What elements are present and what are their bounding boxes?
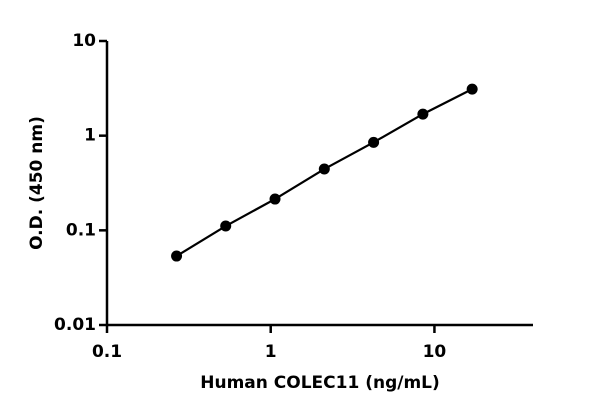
data-point	[368, 136, 380, 148]
data-point	[269, 193, 281, 205]
x-tick-label: 10	[423, 342, 447, 362]
y-tick-label: 0.1	[66, 220, 96, 240]
x-tick-label: 1	[265, 342, 277, 362]
y-tick-label: 0.01	[54, 315, 96, 335]
y-axis-label: O.D. (450 nm)	[27, 116, 47, 250]
data-point	[466, 83, 478, 95]
x-tick-label: 0.1	[92, 342, 122, 362]
data-point	[417, 108, 429, 120]
data-point	[318, 163, 330, 175]
y-tick-label: 1	[84, 126, 96, 146]
data-point	[220, 220, 232, 232]
x-axis-label: Human COLEC11 (ng/mL)	[200, 373, 440, 393]
y-tick-label: 10	[72, 31, 96, 51]
data-point	[171, 250, 183, 262]
